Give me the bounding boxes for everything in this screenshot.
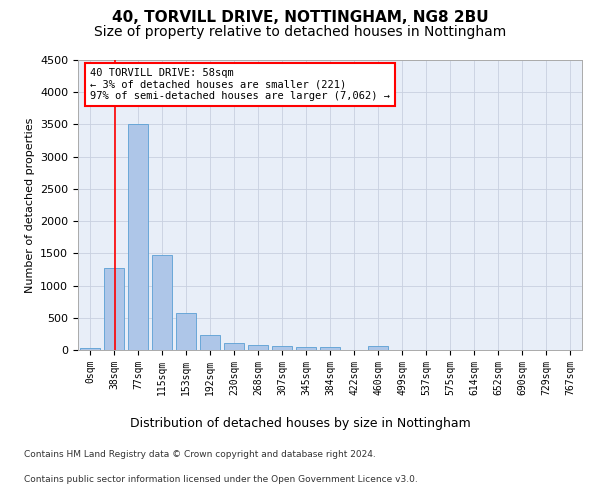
Bar bbox=[368, 346, 388, 350]
Bar bbox=[176, 312, 196, 350]
Text: Contains public sector information licensed under the Open Government Licence v3: Contains public sector information licen… bbox=[24, 475, 418, 484]
Bar bbox=[272, 346, 292, 350]
Text: Distribution of detached houses by size in Nottingham: Distribution of detached houses by size … bbox=[130, 418, 470, 430]
Bar bbox=[224, 342, 244, 350]
Bar bbox=[320, 347, 340, 350]
Bar bbox=[104, 268, 124, 350]
Bar bbox=[200, 334, 220, 350]
Y-axis label: Number of detached properties: Number of detached properties bbox=[25, 118, 35, 292]
Text: Size of property relative to detached houses in Nottingham: Size of property relative to detached ho… bbox=[94, 25, 506, 39]
Bar bbox=[248, 345, 268, 350]
Bar bbox=[296, 348, 316, 350]
Text: 40 TORVILL DRIVE: 58sqm
← 3% of detached houses are smaller (221)
97% of semi-de: 40 TORVILL DRIVE: 58sqm ← 3% of detached… bbox=[90, 68, 390, 101]
Text: 40, TORVILL DRIVE, NOTTINGHAM, NG8 2BU: 40, TORVILL DRIVE, NOTTINGHAM, NG8 2BU bbox=[112, 10, 488, 25]
Bar bbox=[128, 124, 148, 350]
Text: Contains HM Land Registry data © Crown copyright and database right 2024.: Contains HM Land Registry data © Crown c… bbox=[24, 450, 376, 459]
Bar bbox=[80, 348, 100, 350]
Bar bbox=[152, 254, 172, 350]
